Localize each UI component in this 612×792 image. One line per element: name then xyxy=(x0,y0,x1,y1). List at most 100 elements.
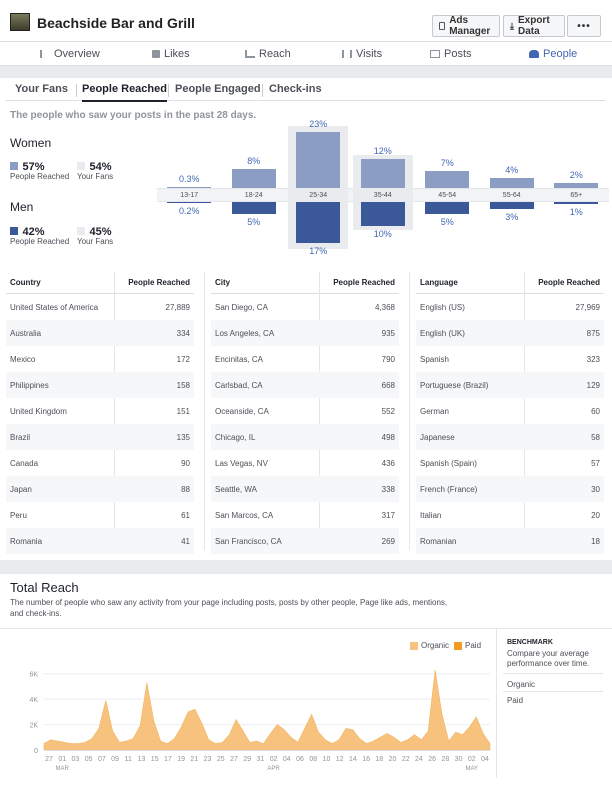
country-name: Romania xyxy=(10,537,43,546)
legend-paid[interactable]: Paid xyxy=(454,641,481,650)
x-tick-label: 08 xyxy=(309,756,317,763)
legend-organic[interactable]: Organic xyxy=(410,641,449,650)
men-value-label: 17% xyxy=(309,246,328,257)
table-row: Carlsbad, CA 668 xyxy=(211,372,399,398)
subtab-your-fans[interactable]: Your Fans xyxy=(15,83,68,95)
table-row: Mexico 172 xyxy=(6,346,194,372)
x-tick-label: 10 xyxy=(323,756,331,763)
page-title[interactable]: Beachside Bar and Grill xyxy=(37,15,195,31)
divider xyxy=(0,66,612,78)
benchmark-paid[interactable]: Paid xyxy=(507,696,524,705)
tab-reach-label: Reach xyxy=(259,48,291,60)
table-row: Japan 88 xyxy=(6,476,194,502)
paid-swatch xyxy=(454,641,462,650)
page-header: Beachside Bar and Grill Ads Manager ⤓ Ex… xyxy=(0,0,612,42)
bar-men-45-54 xyxy=(425,202,470,215)
table-row: English (UK) 875 xyxy=(416,320,604,346)
language-table-header: Language People Reached xyxy=(416,272,604,294)
men-fans-percent: 45% xyxy=(89,226,112,238)
people-reached-value: 317 xyxy=(381,511,395,520)
people-reached-value: 90 xyxy=(181,459,190,468)
y-tick-label: 2K xyxy=(29,723,38,730)
city-column-header[interactable]: City xyxy=(215,278,231,287)
age-label: 45-54 xyxy=(438,192,457,199)
more-options-button[interactable]: ••• xyxy=(567,15,601,37)
subtab-people-reached[interactable]: People Reached xyxy=(82,83,167,102)
language-name: English (US) xyxy=(420,303,465,312)
country-name: Philippines xyxy=(10,381,49,390)
people-reached-column-header[interactable]: People Reached xyxy=(538,278,600,287)
people-reached-value: 129 xyxy=(586,381,600,390)
table-row: Encinitas, CA 790 xyxy=(211,346,399,372)
x-tick-label: 27 xyxy=(45,756,53,763)
table-row: Spanish (Spain) 57 xyxy=(416,450,604,476)
city-table-header: City People Reached xyxy=(211,272,399,294)
organic-area xyxy=(43,669,491,751)
subtab-people-engaged[interactable]: People Engaged xyxy=(175,83,261,95)
city-name: San Francisco, CA xyxy=(215,537,282,546)
benchmark-organic[interactable]: Organic xyxy=(507,680,536,689)
export-data-button[interactable]: ⤓ Export Data xyxy=(503,15,565,37)
total-reach-chart-area: 6K 4K 2K 0 27 01 03 05 07 09 11 13 15 17 19 21 23 25 27 29 3… xyxy=(0,628,612,788)
tab-people[interactable]: People xyxy=(529,42,577,66)
tab-reach[interactable]: Reach xyxy=(245,42,291,66)
ads-manager-button[interactable]: Ads Manager xyxy=(432,15,500,37)
people-reached-value: 875 xyxy=(586,329,600,338)
x-tick-label: 09 xyxy=(111,756,119,763)
bar-men-35-44 xyxy=(360,202,405,227)
x-tick-label: 25 xyxy=(217,756,225,763)
country-table-header: Country People Reached xyxy=(6,272,194,294)
people-reached-value: 172 xyxy=(176,355,190,364)
x-tick-label: 27 xyxy=(230,756,238,763)
section-description: The people who saw your posts in the pas… xyxy=(10,110,257,121)
people-reached-value: 57 xyxy=(591,459,600,468)
x-tick-label: 02 xyxy=(270,756,278,763)
ads-manager-label: Ads Manager xyxy=(449,15,491,37)
city-name: Encinitas, CA xyxy=(215,355,264,364)
men-fans-caption: Your Fans xyxy=(77,237,114,246)
table-divider xyxy=(409,272,410,550)
country-name: United States of America xyxy=(10,303,99,312)
tab-likes[interactable]: Likes xyxy=(152,42,190,66)
table-row: Australia 334 xyxy=(6,320,194,346)
subtab-check-ins[interactable]: Check-ins xyxy=(269,83,322,95)
page-avatar[interactable] xyxy=(10,13,30,31)
people-reached-column-header[interactable]: People Reached xyxy=(333,278,395,287)
x-tick-label: 23 xyxy=(204,756,212,763)
city-table: City People Reached San Diego, CA 4,368 Los … xyxy=(211,272,399,554)
city-name: Las Vegas, NV xyxy=(215,459,268,468)
table-row: Chicago, IL 498 xyxy=(211,424,399,450)
women-value-label: 7% xyxy=(440,157,454,168)
table-row: Peru 61 xyxy=(6,502,194,528)
women-value-label: 0.3% xyxy=(178,174,200,184)
table-row: United Kingdom 151 xyxy=(6,398,194,424)
total-reach-description: The number of people who saw any activit… xyxy=(10,598,448,618)
city-name: San Marcos, CA xyxy=(215,511,274,520)
x-tick-label: 15 xyxy=(151,756,159,763)
table-row: Canada 90 xyxy=(6,450,194,476)
men-value-label: 3% xyxy=(505,212,519,223)
men-value-label: 1% xyxy=(569,207,583,218)
country-column-header[interactable]: Country xyxy=(10,278,41,287)
tab-overview[interactable]: Overview xyxy=(40,42,100,66)
people-reached-value: 41 xyxy=(181,537,190,546)
x-tick-label: 04 xyxy=(283,756,291,763)
x-tick-label: 01 xyxy=(58,756,66,763)
x-tick-label: 12 xyxy=(336,756,344,763)
language-column-header[interactable]: Language xyxy=(420,278,458,287)
bar-men-13-17 xyxy=(167,202,212,203)
x-tick-label: 07 xyxy=(98,756,106,763)
language-name: Japanese xyxy=(420,433,455,442)
tab-posts-label: Posts xyxy=(444,48,472,60)
people-reached-value: 668 xyxy=(381,381,395,390)
people-reached-column-header[interactable]: People Reached xyxy=(128,278,190,287)
language-name: English (UK) xyxy=(420,329,465,338)
men-value-label: 0.2% xyxy=(178,206,200,216)
city-name: Oceanside, CA xyxy=(215,407,269,416)
tab-posts[interactable]: Posts xyxy=(430,42,472,66)
fans-color-swatch xyxy=(77,227,85,235)
tab-visits[interactable]: Visits xyxy=(342,42,382,66)
people-reached-value: 158 xyxy=(176,381,190,390)
people-icon xyxy=(529,50,539,58)
reach-icon xyxy=(245,50,255,58)
